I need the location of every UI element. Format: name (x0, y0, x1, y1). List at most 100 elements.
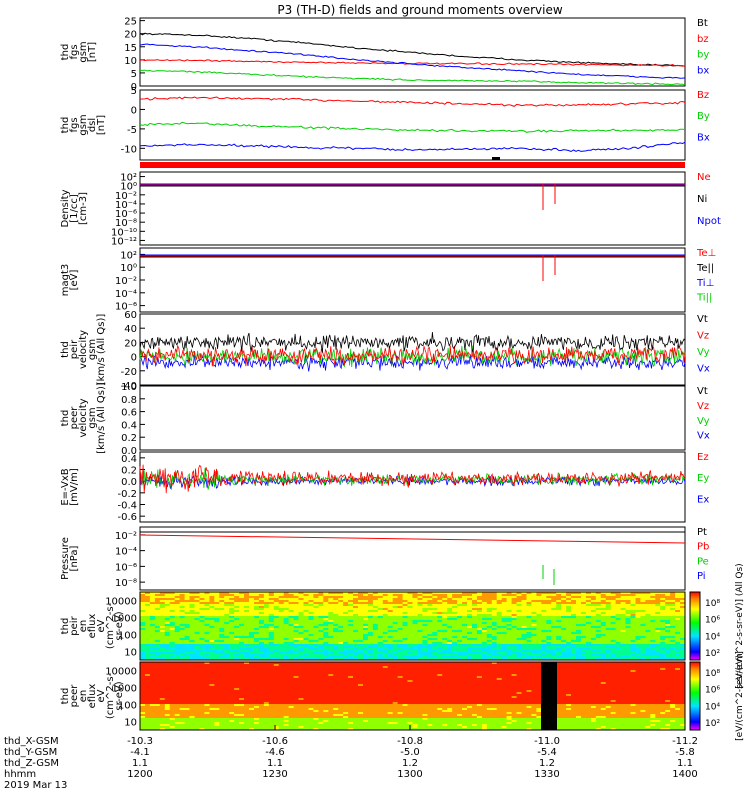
heatmap-cell (338, 596, 344, 599)
heatmap-cell (536, 662, 542, 665)
heatmap-cell (605, 652, 612, 655)
heatmap-cell (650, 650, 656, 653)
heatmap-cell (556, 648, 562, 651)
heatmap-cell (680, 596, 686, 599)
heatmap-cell (670, 626, 676, 629)
heatmap-cell (472, 606, 478, 609)
heatmap-cell (318, 622, 324, 625)
heatmap-cell (382, 630, 389, 633)
heatmap-cell (501, 648, 508, 651)
heatmap-cell (561, 622, 567, 625)
heatmap-cell (278, 640, 285, 643)
heatmap-cell (397, 602, 404, 605)
heatmap-cell (219, 614, 225, 617)
heatmap-cell (338, 674, 344, 677)
heatmap-cell (140, 618, 146, 621)
heatmap-cell (154, 664, 161, 667)
heatmap-cell (531, 616, 537, 619)
heatmap-cell (590, 632, 597, 635)
heatmap-cell (590, 592, 597, 595)
heatmap-cell (189, 678, 195, 681)
heatmap-cell (590, 598, 597, 601)
heatmap-cell (491, 674, 498, 677)
heatmap-cell (363, 646, 369, 649)
heatmap-cell (392, 598, 399, 601)
heatmap-cell (447, 600, 453, 603)
heatmap-cell (219, 648, 225, 651)
heatmap-cell (610, 618, 617, 621)
heatmap-cell (472, 636, 478, 639)
heatmap-cell (377, 656, 384, 659)
heatmap-cell (204, 674, 210, 677)
heatmap-cell (254, 648, 260, 651)
heatmap-cell (511, 670, 518, 673)
heatmap-cell (278, 658, 285, 661)
heatmap-cell (576, 666, 582, 669)
heatmap-cell (486, 622, 493, 625)
heatmap-cell (214, 606, 220, 609)
heatmap-cell (244, 678, 250, 681)
heatmap-cell (254, 644, 260, 647)
heatmap-cell (457, 674, 463, 677)
heatmap-cell (536, 664, 542, 667)
heatmap-cell (670, 676, 676, 679)
heatmap-cell (174, 656, 181, 659)
heatmap-cell (318, 638, 324, 641)
heatmap-cell (179, 612, 186, 615)
heatmap-cell (145, 608, 151, 611)
heatmap-cell (412, 598, 418, 601)
heatmap-cell (447, 638, 453, 641)
heatmap-cell (229, 592, 235, 595)
heatmap-cell (407, 632, 413, 635)
heatmap-cell (476, 666, 483, 669)
heatmap-cell (625, 596, 631, 599)
heatmap-cell (635, 600, 641, 603)
legend-entry: Ne (697, 172, 711, 183)
heatmap-cell (229, 674, 235, 677)
heatmap-cell (387, 598, 394, 601)
heatmap-cell (308, 654, 314, 657)
heatmap-cell (491, 654, 498, 657)
heatmap-cell (224, 608, 230, 611)
heatmap-cell (328, 648, 334, 651)
heatmap-cell (645, 594, 651, 597)
heatmap-cell (338, 622, 344, 625)
heatmap-cell (571, 614, 577, 617)
heatmap-cell (268, 680, 275, 683)
heatmap-cell (283, 634, 290, 637)
heatmap-cell (318, 672, 324, 675)
heatmap-cell (447, 602, 453, 605)
heatmap-cell (189, 674, 195, 677)
heatmap-cell (457, 678, 463, 681)
heatmap-cell (298, 596, 304, 599)
heatmap-cell (576, 646, 582, 649)
heatmap-cell (402, 652, 409, 655)
heatmap-cell (412, 670, 418, 673)
heatmap-cell (363, 652, 369, 655)
heatmap-cell (491, 622, 498, 625)
heatmap-cell (422, 620, 428, 623)
heatmap-cell (660, 604, 666, 607)
heatmap-cell (353, 658, 359, 661)
heatmap-cell (333, 676, 339, 679)
heatmap-cell (283, 654, 290, 657)
heatmap-cell (556, 618, 562, 621)
heatmap-cell (224, 650, 230, 653)
heatmap-cell (204, 596, 210, 599)
heatmap-cell (353, 610, 359, 613)
heatmap-cell (531, 656, 537, 659)
heatmap-cell (258, 632, 265, 635)
heatmap-cell (600, 658, 607, 661)
heatmap-cell (204, 624, 210, 627)
heatmap-cell (249, 612, 255, 615)
heatmap-cell (432, 634, 438, 637)
heatmap-cell (268, 654, 275, 657)
heatmap-cell (249, 616, 255, 619)
heatmap-cell (239, 618, 245, 621)
heatmap-cell (561, 628, 567, 631)
heatmap-cell (645, 614, 651, 617)
heatmap-cell (219, 626, 225, 629)
heatmap-cell (645, 634, 651, 637)
heatmap-cell (442, 606, 448, 609)
heatmap-cell (427, 644, 433, 647)
